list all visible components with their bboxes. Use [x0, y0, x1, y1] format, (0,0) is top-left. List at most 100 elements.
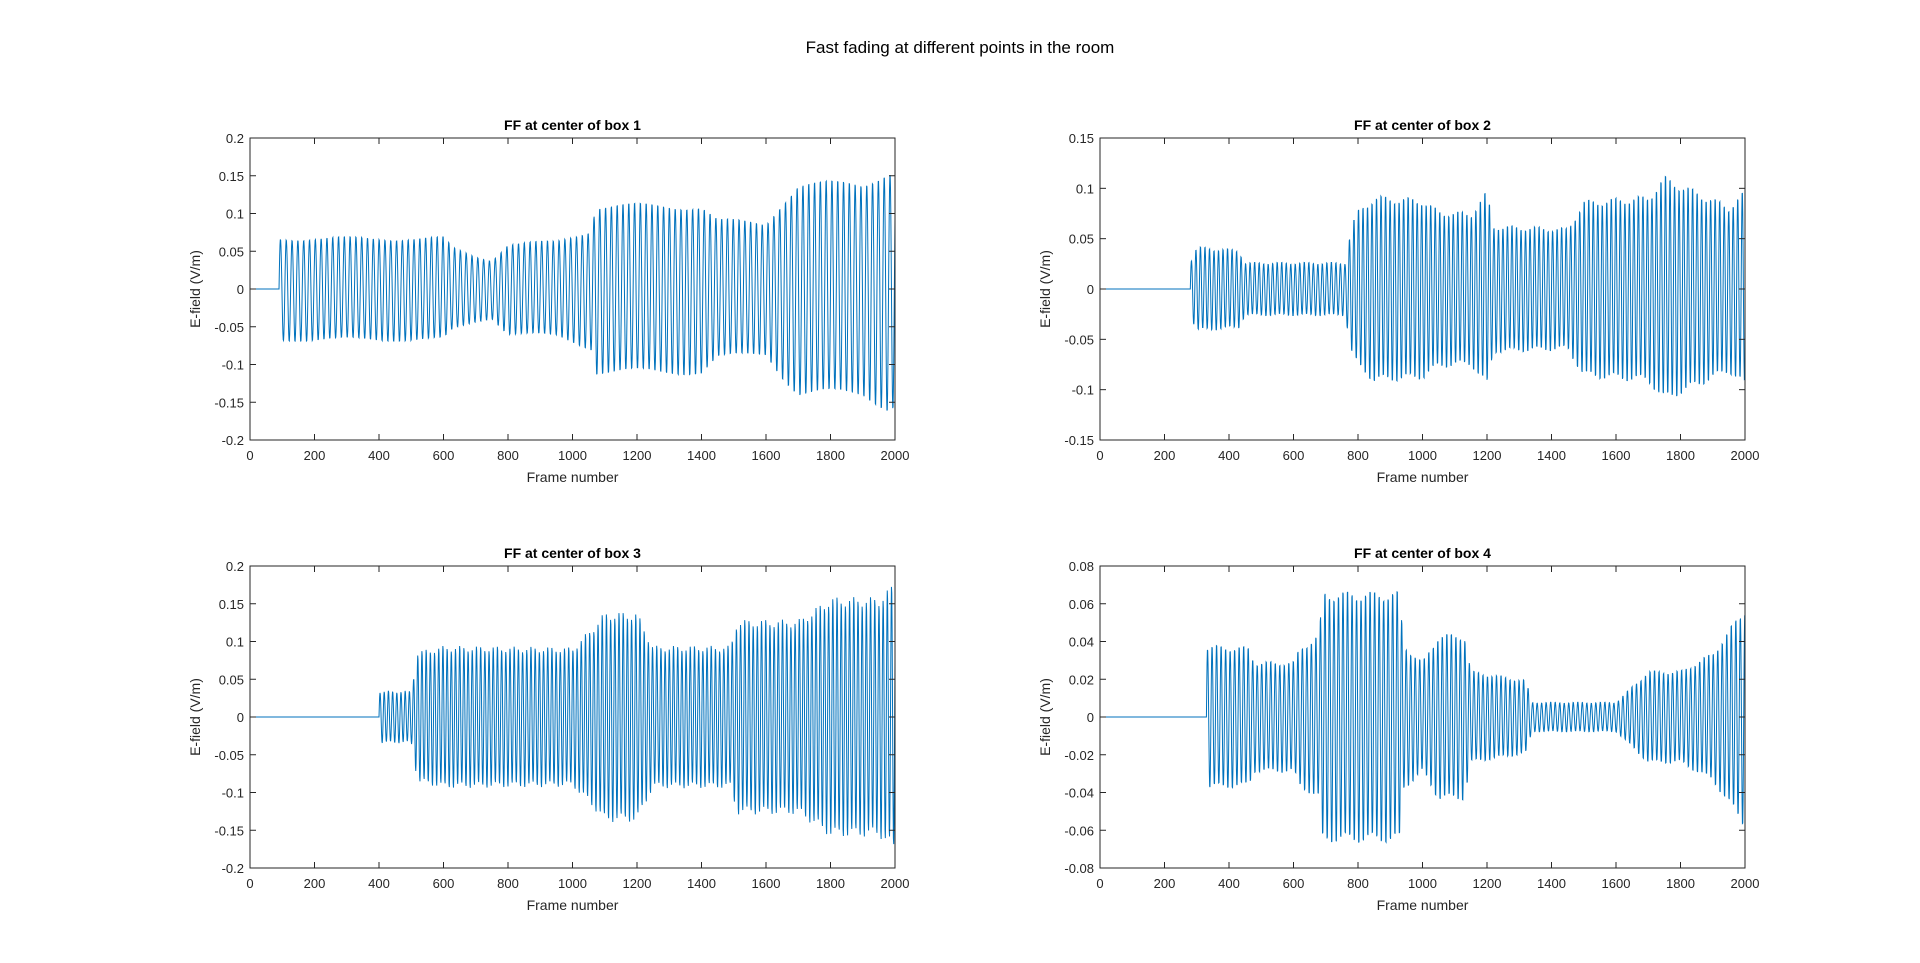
y-tick-label: -0.05: [214, 748, 244, 763]
x-tick-label: 600: [1283, 448, 1305, 463]
x-tick-label: 2000: [881, 876, 910, 891]
x-tick-label: 1000: [558, 448, 587, 463]
y-tick-label: 0.05: [219, 244, 244, 259]
x-tick-label: 400: [1218, 876, 1240, 891]
y-tick-label: 0.1: [226, 207, 244, 222]
x-tick-label: 1000: [558, 876, 587, 891]
x-tick-label: 400: [1218, 448, 1240, 463]
x-tick-label: 1600: [1602, 876, 1631, 891]
subplot-3: 0 200 400 600 800 1000 1200 1400 1600 1800 2000 -0.…: [187, 545, 909, 913]
y-axis-label: E-field (V/m): [1037, 678, 1053, 756]
x-tick-label: 200: [1154, 448, 1176, 463]
y-tick-label: 0.15: [1069, 131, 1094, 146]
x-tick-label: 1600: [752, 876, 781, 891]
x-tick-label: 1200: [623, 448, 652, 463]
x-tick-label: 400: [368, 448, 390, 463]
series-line: [1100, 591, 1745, 844]
x-tick-label: 0: [1096, 448, 1103, 463]
series-line: [250, 175, 895, 411]
subplot-title: FF at center of box 1: [504, 117, 641, 133]
y-tick-label: -0.04: [1064, 786, 1094, 801]
y-tick-label: -0.15: [214, 395, 244, 410]
y-tick-label: -0.1: [1072, 383, 1094, 398]
y-tick-label: 0: [1087, 710, 1094, 725]
x-tick-label: 2000: [1731, 876, 1760, 891]
x-tick-label: 800: [497, 876, 519, 891]
x-tick-label: 1400: [1537, 876, 1566, 891]
x-tick-label: 1400: [687, 448, 716, 463]
x-tick-label: 200: [304, 876, 326, 891]
x-tick-label: 1000: [1408, 876, 1437, 891]
x-tick-label: 1200: [1473, 876, 1502, 891]
y-tick-label: -0.05: [214, 320, 244, 335]
y-tick-label: 0.05: [1069, 232, 1094, 247]
subplot-1: 0 200 400 600 800 1000 1200 1400 1600 1800 2000 -0.…: [187, 117, 909, 485]
y-tick-label: -0.1: [222, 358, 244, 373]
x-axis-label: Frame number: [527, 897, 619, 913]
x-tick-label: 1600: [752, 448, 781, 463]
x-tick-label: 1600: [1602, 448, 1631, 463]
x-axis-label: Frame number: [527, 469, 619, 485]
y-tick-label: -0.08: [1064, 861, 1094, 876]
x-tick-label: 800: [1347, 876, 1369, 891]
y-tick-label: -0.02: [1064, 748, 1094, 763]
y-tick-label: 0.08: [1069, 559, 1094, 574]
x-tick-label: 1800: [1666, 876, 1695, 891]
subplot-2: 0 200 400 600 800 1000 1200 1400 1600 1800 2000 -0.…: [1037, 117, 1759, 485]
x-tick-label: 1400: [1537, 448, 1566, 463]
y-tick-label: -0.15: [214, 823, 244, 838]
x-tick-label: 1800: [1666, 448, 1695, 463]
x-tick-label: 600: [1283, 876, 1305, 891]
x-tick-label: 0: [1096, 876, 1103, 891]
x-tick-label: 2000: [881, 448, 910, 463]
y-tick-label: 0: [1087, 282, 1094, 297]
subplot-title: FF at center of box 2: [1354, 117, 1491, 133]
x-tick-label: 0: [246, 876, 253, 891]
y-tick-label: 0.2: [226, 559, 244, 574]
x-tick-label: 200: [1154, 876, 1176, 891]
series-line: [250, 586, 895, 845]
y-tick-label: 0.1: [1076, 181, 1094, 196]
x-tick-label: 1400: [687, 876, 716, 891]
subplot-title: FF at center of box 3: [504, 545, 641, 561]
subplot-4: 0 200 400 600 800 1000 1200 1400 1600 1800 2000 -0.…: [1037, 545, 1759, 913]
x-tick-label: 2000: [1731, 448, 1760, 463]
x-tick-label: 1000: [1408, 448, 1437, 463]
y-tick-label: -0.2: [222, 861, 244, 876]
y-tick-label: -0.05: [1064, 332, 1094, 347]
y-tick-label: -0.2: [222, 433, 244, 448]
x-tick-label: 600: [433, 876, 455, 891]
y-axis-label: E-field (V/m): [1037, 250, 1053, 328]
y-axis-label: E-field (V/m): [187, 678, 203, 756]
y-tick-label: 0.02: [1069, 672, 1094, 687]
x-axis-label: Frame number: [1377, 897, 1469, 913]
y-tick-label: 0.04: [1069, 635, 1094, 650]
x-tick-label: 1200: [1473, 448, 1502, 463]
figure-title: Fast fading at different points in the r…: [805, 38, 1115, 57]
x-axis-label: Frame number: [1377, 469, 1469, 485]
y-tick-label: 0.2: [226, 131, 244, 146]
x-tick-label: 600: [433, 448, 455, 463]
x-tick-label: 800: [497, 448, 519, 463]
y-tick-label: 0: [237, 282, 244, 297]
x-tick-label: 0: [246, 448, 253, 463]
y-tick-label: -0.15: [1064, 433, 1094, 448]
x-tick-label: 400: [368, 876, 390, 891]
subplot-title: FF at center of box 4: [1354, 545, 1491, 561]
series-line: [1100, 175, 1745, 397]
y-tick-label: -0.06: [1064, 823, 1094, 838]
y-tick-label: 0.05: [219, 672, 244, 687]
y-tick-label: 0.1: [226, 635, 244, 650]
x-tick-label: 1200: [623, 876, 652, 891]
x-tick-label: 800: [1347, 448, 1369, 463]
y-tick-label: 0.15: [219, 169, 244, 184]
y-tick-label: -0.1: [222, 786, 244, 801]
y-tick-label: 0: [237, 710, 244, 725]
y-tick-label: 0.15: [219, 597, 244, 612]
y-tick-label: 0.06: [1069, 597, 1094, 612]
y-axis-label: E-field (V/m): [187, 250, 203, 328]
x-tick-label: 1800: [816, 876, 845, 891]
x-tick-label: 1800: [816, 448, 845, 463]
x-tick-label: 200: [304, 448, 326, 463]
